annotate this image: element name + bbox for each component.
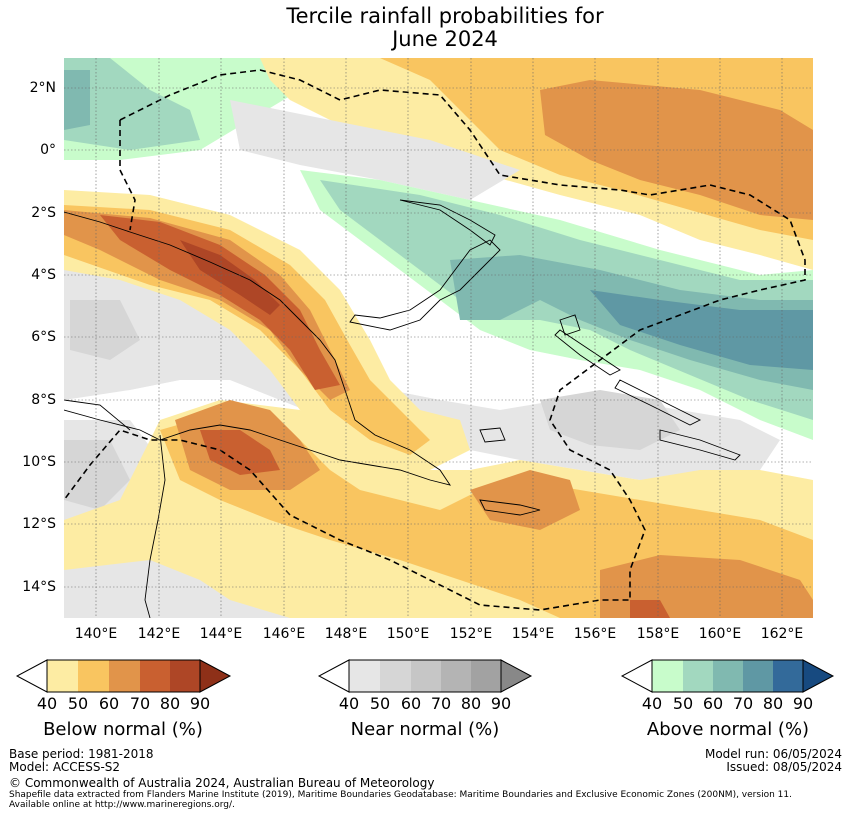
colorbar-near-tick: 90 bbox=[490, 694, 512, 713]
colorbar-above-swatch bbox=[802, 659, 835, 693]
lat-label-6S: 6°S bbox=[31, 329, 56, 345]
colorbar-near-tick: 40 bbox=[338, 694, 360, 713]
below-normal-region-se-60 bbox=[470, 470, 580, 530]
lon-label-154E: 154°E bbox=[511, 626, 555, 642]
lat-label-2S: 2°S bbox=[31, 205, 56, 221]
colorbar-above-label: Above normal (%) bbox=[646, 719, 810, 740]
base-period-text: Base period: 1981-2018 bbox=[9, 747, 154, 761]
below-normal-region-png-70 bbox=[100, 215, 340, 390]
colorbar-below-tick: 90 bbox=[189, 694, 211, 713]
colorbar-above-swatch bbox=[652, 660, 683, 692]
colorbar-below-swatch bbox=[140, 660, 170, 692]
colorbar-below-tick: 40 bbox=[36, 694, 58, 713]
colorbar-above-tick: 40 bbox=[641, 694, 663, 713]
colorbar-below-swatch bbox=[47, 660, 78, 692]
colorbar-near bbox=[317, 659, 533, 693]
colorbar-below-label: Below normal (%) bbox=[43, 719, 203, 740]
colorbar-below-tick: 50 bbox=[67, 694, 89, 713]
colorbar-above-swatch bbox=[713, 660, 743, 692]
graticule bbox=[64, 58, 813, 618]
colorbar-near-swatch bbox=[471, 660, 501, 692]
colorbar-above-swatch bbox=[743, 660, 773, 692]
lon-label-162E: 162°E bbox=[760, 626, 804, 642]
lat-label-2N: 2°N bbox=[29, 80, 56, 96]
colorbar-below-tick: 60 bbox=[98, 694, 120, 713]
lat-label-0: 0° bbox=[40, 142, 56, 158]
lon-label-142E: 142°E bbox=[137, 626, 181, 642]
colorbar-below-tick: 80 bbox=[159, 694, 181, 713]
lon-label-158E: 158°E bbox=[636, 626, 680, 642]
colorbar-below-tick: 70 bbox=[129, 694, 151, 713]
lon-label-152E: 152°E bbox=[449, 626, 493, 642]
above-normal-region-nw-60 bbox=[64, 58, 200, 150]
below-normal-region-png-80 bbox=[180, 240, 280, 315]
colorbar-above-tick: 90 bbox=[792, 694, 814, 713]
colorbar-above-swatch bbox=[683, 660, 713, 692]
colorbar-above-tick: 70 bbox=[732, 694, 754, 713]
colorbar-below bbox=[15, 659, 232, 693]
lat-label-12S: 12°S bbox=[22, 516, 56, 532]
lat-label-4S: 4°S bbox=[31, 267, 56, 283]
probability-field bbox=[64, 58, 813, 618]
eez-boundaries bbox=[64, 69, 806, 611]
available-online-text: Available online at http://www.marinereg… bbox=[9, 800, 235, 810]
colorbar-above-swatch bbox=[773, 660, 803, 692]
above-normal-region-central-80 bbox=[590, 290, 813, 370]
colorbar-below-swatch bbox=[109, 660, 140, 692]
lon-label-146E: 146°E bbox=[262, 626, 306, 642]
near-normal-region-west-50 bbox=[70, 300, 140, 360]
colorbar-near-tick: 50 bbox=[369, 694, 391, 713]
map-title-line-1: Tercile rainfall probabilities for bbox=[286, 4, 604, 28]
below-normal-region-south-70 bbox=[200, 430, 280, 475]
lat-label-14S: 14°S bbox=[22, 579, 56, 595]
above-normal-region-nw-70 bbox=[64, 70, 90, 130]
model-run-text: Model run: 06/05/2024 bbox=[704, 747, 842, 761]
lon-label-148E: 148°E bbox=[324, 626, 368, 642]
colorbar-near-swatch bbox=[500, 659, 533, 693]
colorbar-above-tick: 80 bbox=[762, 694, 784, 713]
lon-label-140E: 140°E bbox=[74, 626, 118, 642]
colorbar-near-swatch bbox=[349, 660, 380, 692]
near-normal-region-east bbox=[540, 390, 680, 450]
shapefile-credit-text: Shapefile data extracted from Flanders M… bbox=[9, 790, 792, 800]
near-normal-region-south bbox=[64, 560, 290, 618]
colorbar-near-tick: 70 bbox=[430, 694, 452, 713]
colorbar-near-tick: 80 bbox=[460, 694, 482, 713]
lon-label-160E: 160°E bbox=[698, 626, 742, 642]
lon-label-150E: 150°E bbox=[386, 626, 430, 642]
issued-text: Issued: 08/05/2024 bbox=[726, 760, 842, 774]
near-normal-region-sw-50 bbox=[64, 440, 130, 510]
colorbar-above-tick: 50 bbox=[672, 694, 694, 713]
near-normal-region-north bbox=[230, 100, 520, 200]
below-normal-region-se-70 bbox=[630, 600, 670, 618]
colorbar-near-tick: 60 bbox=[400, 694, 422, 713]
copyright-text: © Commonwealth of Australia 2024, Austra… bbox=[9, 776, 435, 790]
colorbar-below-swatch bbox=[78, 660, 109, 692]
colorbar-below-swatch bbox=[199, 659, 232, 693]
lon-label-156E: 156°E bbox=[573, 626, 617, 642]
lat-label-8S: 8°S bbox=[31, 392, 56, 408]
map-title-line-2: June 2024 bbox=[392, 27, 498, 51]
colorbar-near-swatch bbox=[380, 660, 411, 692]
model-text: Model: ACCESS-S2 bbox=[9, 760, 121, 774]
colorbar-above-tick: 60 bbox=[702, 694, 724, 713]
colorbar-above bbox=[620, 659, 835, 693]
colorbar-below-swatch bbox=[170, 660, 200, 692]
lat-label-10S: 10°S bbox=[22, 454, 56, 470]
colorbar-near-swatch bbox=[411, 660, 441, 692]
below-normal-region-png-60 bbox=[64, 210, 350, 400]
colorbar-near-swatch bbox=[441, 660, 471, 692]
colorbar-near-label: Near normal (%) bbox=[350, 719, 500, 740]
lon-label-144E: 144°E bbox=[199, 626, 243, 642]
